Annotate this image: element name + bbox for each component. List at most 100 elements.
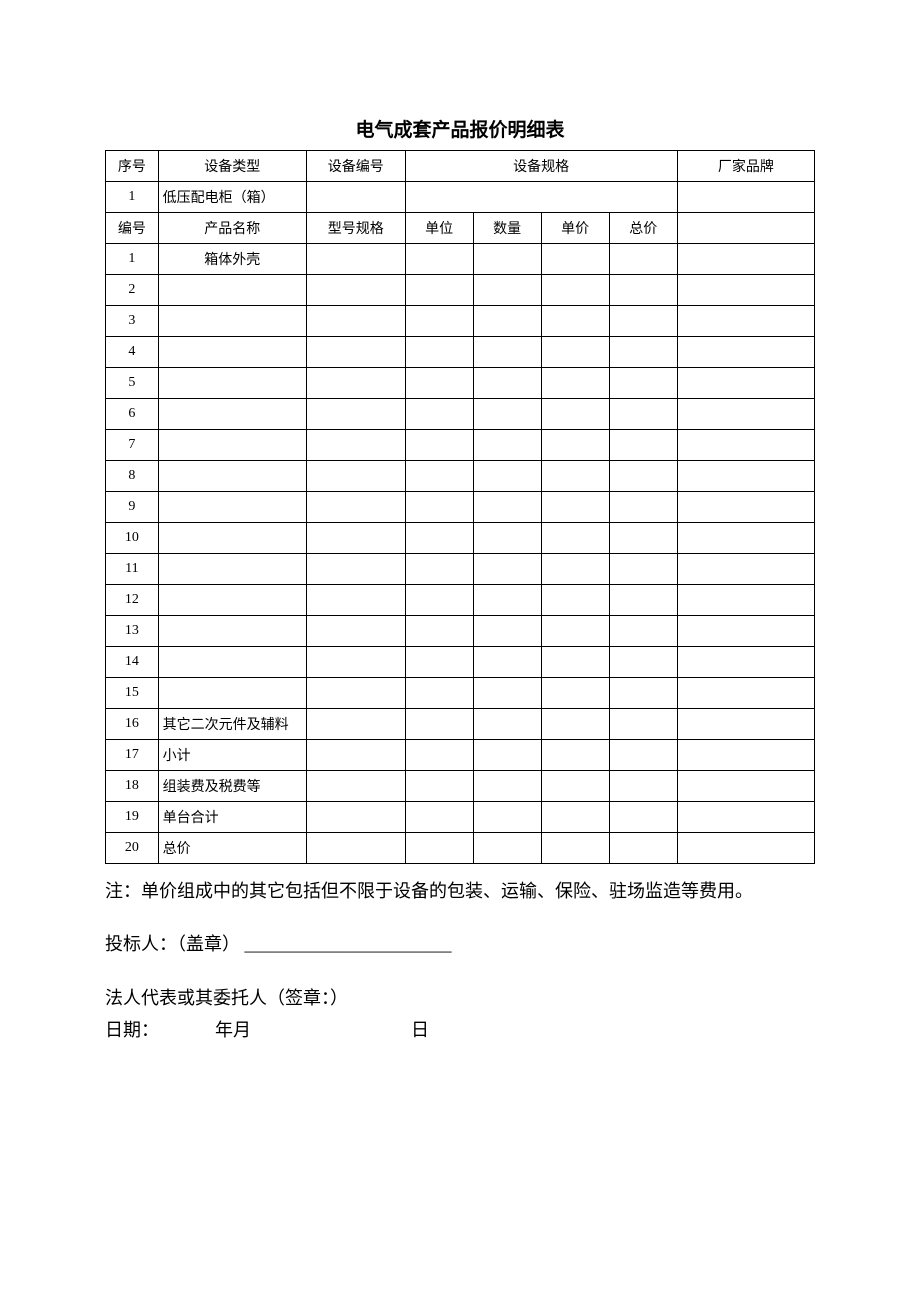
cell-seq: 3 [106,306,159,337]
cell-tprice [609,492,677,523]
cell-brand [677,802,814,833]
hdr2-unit: 单位 [405,213,473,244]
header-row-2: 编号 产品名称 型号规格 单位 数量 单价 总价 [106,213,815,244]
hdr2-name: 产品名称 [158,213,306,244]
cell-model [306,368,405,399]
bidder-line: 投标人：（盖章） _______________________ [105,930,815,956]
cell-tprice [609,523,677,554]
cell-name [158,461,306,492]
device-brand [677,182,814,213]
cell-tprice [609,244,677,275]
cell-brand [677,585,814,616]
date-line: 日期：年月日 [105,1016,815,1042]
cell-uprice [541,337,609,368]
cell-model [306,709,405,740]
cell-tprice [609,771,677,802]
hdr-spec: 设备规格 [405,151,677,182]
cell-model [306,461,405,492]
cell-unit [405,492,473,523]
cell-brand [677,306,814,337]
cell-qty [473,275,541,306]
cell-brand [677,368,814,399]
cell-uprice [541,523,609,554]
cell-model [306,306,405,337]
cell-name: 其它二次元件及辅料 [158,709,306,740]
cell-uprice [541,368,609,399]
date-ym: 年月 [215,1020,251,1040]
hdr-code: 设备编号 [306,151,405,182]
cell-seq: 1 [106,244,159,275]
cell-model [306,337,405,368]
cell-model [306,554,405,585]
cell-qty [473,492,541,523]
table-row: 16其它二次元件及辅料 [106,709,815,740]
cell-qty [473,833,541,864]
table-row: 19单台合计 [106,802,815,833]
cell-model [306,616,405,647]
cell-qty [473,244,541,275]
cell-name [158,337,306,368]
cell-tprice [609,585,677,616]
cell-brand [677,523,814,554]
cell-qty [473,337,541,368]
cell-name [158,368,306,399]
hdr-type: 设备类型 [158,151,306,182]
cell-qty [473,771,541,802]
cell-name [158,399,306,430]
device-code [306,182,405,213]
cell-seq: 7 [106,430,159,461]
quotation-table: 序号 设备类型 设备编号 设备规格 厂家品牌 1 低压配电柜（箱） 编号 产品名… [105,150,815,864]
cell-unit [405,275,473,306]
cell-qty [473,802,541,833]
cell-seq: 4 [106,337,159,368]
bidder-label: 投标人：（盖章） [105,934,240,954]
cell-tprice [609,678,677,709]
table-row: 13 [106,616,815,647]
cell-tprice [609,647,677,678]
cell-model [306,430,405,461]
cell-name [158,430,306,461]
table-row: 9 [106,492,815,523]
cell-qty [473,678,541,709]
cell-name [158,616,306,647]
cell-unit [405,740,473,771]
cell-unit [405,709,473,740]
cell-model [306,678,405,709]
cell-tprice [609,554,677,585]
cell-uprice [541,244,609,275]
cell-brand [677,337,814,368]
cell-model [306,244,405,275]
hdr2-brand [677,213,814,244]
cell-unit [405,461,473,492]
cell-unit [405,647,473,678]
cell-brand [677,430,814,461]
hdr-brand: 厂家品牌 [677,151,814,182]
cell-model [306,833,405,864]
cell-tprice [609,399,677,430]
cell-uprice [541,802,609,833]
hdr2-qty: 数量 [473,213,541,244]
cell-name: 总价 [158,833,306,864]
header-row-1: 序号 设备类型 设备编号 设备规格 厂家品牌 [106,151,815,182]
cell-unit [405,337,473,368]
cell-model [306,523,405,554]
cell-seq: 13 [106,616,159,647]
cell-model [306,585,405,616]
cell-name [158,523,306,554]
representative-line: 法人代表或其委托人（签章：） [105,984,815,1010]
cell-brand [677,709,814,740]
cell-qty [473,554,541,585]
cell-model [306,740,405,771]
table-row: 15 [106,678,815,709]
cell-qty [473,585,541,616]
cell-tprice [609,709,677,740]
cell-brand [677,771,814,802]
cell-brand [677,399,814,430]
cell-unit [405,678,473,709]
cell-name [158,492,306,523]
cell-seq: 19 [106,802,159,833]
cell-tprice [609,833,677,864]
cell-uprice [541,399,609,430]
cell-tprice [609,337,677,368]
cell-tprice [609,740,677,771]
